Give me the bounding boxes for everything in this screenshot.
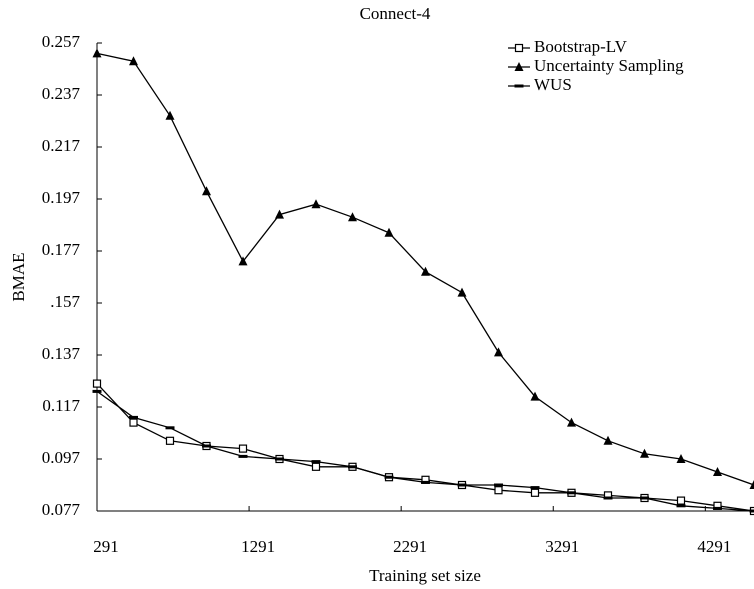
point — [275, 457, 284, 461]
legend-label: Uncertainty Sampling — [534, 56, 684, 75]
point — [494, 486, 503, 495]
series-line — [96, 383, 754, 512]
point — [311, 199, 321, 209]
legend-marker — [514, 43, 524, 53]
point — [238, 454, 248, 458]
point — [202, 444, 211, 448]
x-tick-label: 291 — [93, 537, 119, 556]
y-tick-label: 0.097 — [42, 448, 81, 467]
point — [92, 379, 102, 388]
x-tick-label: 4291 — [697, 537, 731, 556]
y-axis-label: BMAE — [9, 252, 28, 301]
y-tick-label: 0.077 — [42, 500, 81, 519]
point — [129, 56, 138, 66]
x-tick-label: 1291 — [241, 537, 275, 556]
point — [640, 448, 649, 458]
point — [494, 483, 503, 487]
point — [640, 496, 649, 500]
point — [530, 486, 540, 490]
x-tick-label: 3291 — [545, 537, 579, 556]
point — [129, 415, 138, 419]
point — [494, 347, 503, 357]
point — [603, 435, 613, 445]
y-tick-label: 0.137 — [42, 344, 81, 363]
point — [311, 460, 321, 464]
y-tick-label: 0.117 — [42, 396, 80, 415]
point — [165, 426, 175, 430]
x-tick-label: 2291 — [393, 537, 427, 556]
legend-marker — [514, 62, 524, 71]
y-tick-label: 0.177 — [42, 240, 81, 259]
point — [421, 480, 430, 484]
point — [530, 488, 540, 497]
y-tick-label: .157 — [50, 292, 80, 311]
point — [749, 509, 754, 513]
y-tick-label: 0.217 — [42, 136, 81, 155]
series-line — [96, 390, 754, 512]
point — [165, 436, 175, 445]
y-tick-label: 0.197 — [42, 188, 81, 207]
legend-label: WUS — [534, 75, 572, 94]
point — [676, 504, 686, 508]
point — [384, 475, 394, 479]
chart-title: Connect-4 — [360, 4, 431, 23]
point — [384, 227, 394, 237]
point — [567, 417, 576, 427]
point — [749, 480, 754, 489]
point — [713, 506, 722, 510]
point — [348, 212, 357, 222]
point — [457, 287, 467, 297]
legend-label: Bootstrap-LV — [534, 37, 628, 56]
point — [92, 389, 102, 393]
point — [165, 110, 175, 120]
point — [311, 462, 321, 471]
point — [603, 496, 613, 500]
point — [238, 256, 248, 266]
y-tick-label: 0.237 — [42, 84, 81, 103]
legend-marker — [514, 84, 524, 88]
point — [457, 483, 467, 487]
point — [238, 444, 248, 453]
point — [202, 186, 211, 196]
y-tick-label: 0.257 — [42, 32, 81, 51]
point — [713, 467, 722, 476]
point — [676, 496, 686, 505]
point — [92, 48, 102, 58]
point — [275, 209, 284, 219]
point — [676, 454, 686, 463]
point — [530, 391, 540, 401]
x-axis-label: Training set size — [369, 566, 481, 585]
point — [129, 418, 138, 427]
point — [567, 491, 576, 495]
point — [421, 266, 430, 276]
point — [348, 465, 357, 469]
